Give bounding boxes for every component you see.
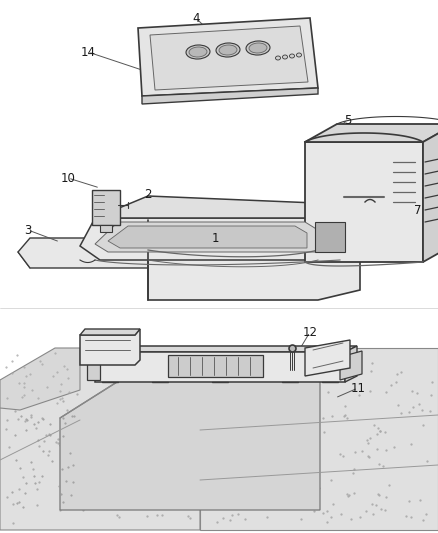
Polygon shape bbox=[305, 142, 423, 262]
Text: 10: 10 bbox=[60, 172, 75, 184]
Ellipse shape bbox=[246, 41, 270, 55]
Ellipse shape bbox=[276, 56, 280, 60]
Polygon shape bbox=[92, 190, 120, 225]
Text: 11: 11 bbox=[350, 382, 365, 394]
Polygon shape bbox=[142, 88, 318, 104]
Polygon shape bbox=[138, 18, 318, 96]
Text: 5: 5 bbox=[344, 114, 352, 126]
Text: 3: 3 bbox=[25, 223, 32, 237]
Ellipse shape bbox=[297, 53, 301, 57]
Polygon shape bbox=[100, 225, 112, 232]
Polygon shape bbox=[108, 226, 307, 248]
Polygon shape bbox=[95, 222, 318, 252]
Polygon shape bbox=[148, 205, 360, 250]
Text: 12: 12 bbox=[303, 326, 318, 338]
Text: 2: 2 bbox=[144, 189, 152, 201]
Polygon shape bbox=[60, 348, 320, 510]
Polygon shape bbox=[18, 238, 168, 268]
Ellipse shape bbox=[283, 55, 287, 59]
Polygon shape bbox=[95, 352, 345, 382]
Ellipse shape bbox=[249, 43, 267, 53]
Text: 4: 4 bbox=[192, 12, 200, 25]
Polygon shape bbox=[95, 196, 340, 218]
Polygon shape bbox=[148, 238, 360, 300]
Polygon shape bbox=[340, 351, 362, 380]
Ellipse shape bbox=[216, 43, 240, 57]
Polygon shape bbox=[200, 348, 438, 530]
Polygon shape bbox=[305, 340, 350, 376]
Polygon shape bbox=[0, 348, 200, 530]
Polygon shape bbox=[423, 124, 438, 262]
Polygon shape bbox=[168, 355, 263, 377]
Ellipse shape bbox=[219, 45, 237, 55]
Polygon shape bbox=[0, 348, 80, 410]
Polygon shape bbox=[320, 204, 340, 246]
Polygon shape bbox=[87, 357, 100, 380]
Polygon shape bbox=[345, 346, 357, 382]
Polygon shape bbox=[305, 124, 438, 142]
Ellipse shape bbox=[186, 45, 210, 59]
Polygon shape bbox=[150, 26, 308, 90]
Polygon shape bbox=[80, 218, 340, 260]
Ellipse shape bbox=[189, 47, 207, 57]
Polygon shape bbox=[80, 329, 140, 365]
Polygon shape bbox=[95, 346, 357, 352]
Polygon shape bbox=[80, 329, 140, 335]
Text: 7: 7 bbox=[414, 204, 422, 216]
Ellipse shape bbox=[290, 54, 294, 58]
Text: 14: 14 bbox=[81, 45, 95, 59]
Polygon shape bbox=[315, 222, 345, 252]
Text: 1: 1 bbox=[211, 231, 219, 245]
